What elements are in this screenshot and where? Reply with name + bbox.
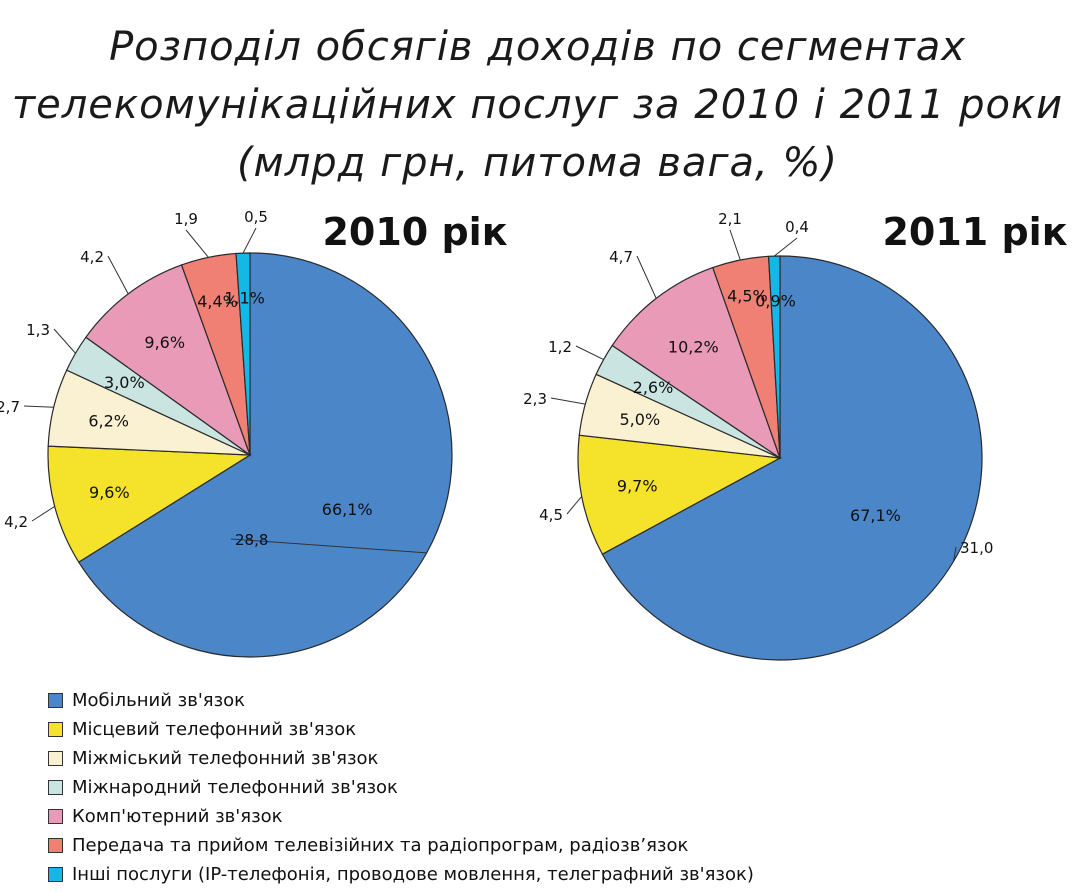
legend-swatch-broadcast (48, 838, 63, 853)
leader-line-international (575, 345, 604, 361)
leader-line-computer (636, 255, 657, 299)
percent-label-computer: 9,6% (144, 333, 185, 352)
value-label-intercity: 2,7 (0, 398, 20, 416)
legend-swatch-intercity (48, 751, 63, 766)
pie-slice-computer (611, 266, 782, 460)
value-label-broadcast: 2,1 (718, 210, 742, 228)
pie-chart-1: 66,1% 9,6% 6,2% 3,0% 9,6% 4,4%1,1% 28,8 4,2 2,7 1… (0, 208, 508, 658)
leader-line-intercity (550, 397, 586, 405)
percent-label-local: 9,7% (617, 477, 658, 496)
legend-swatch-computer (48, 809, 63, 824)
percent-label-other: 1,1% (224, 289, 265, 308)
percent-label-broadcast: 4,4% (197, 292, 238, 311)
legend-swatch-other (48, 867, 63, 882)
leader-line-broadcast (729, 229, 741, 261)
percent-label-local: 9,6% (89, 483, 130, 502)
pie-title-1: 2010 рік (322, 210, 507, 254)
legend: Мобільний зв'язок Місцевий телефонний зв… (48, 686, 754, 889)
value-label-international: 1,2 (548, 338, 572, 356)
percent-label-other: 0,9% (755, 292, 796, 311)
chart-title-line-3: (млрд грн, питома вага, %) (236, 140, 839, 186)
legend-label-local: Місцевий телефонний зв'язок (72, 719, 357, 740)
value-label-broadcast: 1,9 (174, 210, 198, 228)
legend-label-computer: Комп'ютерний зв'язок (72, 806, 283, 827)
leader-line-other (242, 227, 257, 254)
leader-line-mobile (230, 538, 427, 554)
value-label-intercity: 2,3 (523, 390, 547, 408)
legend-label-intercity: Міжміський телефонний зв'язок (72, 748, 379, 769)
value-label-local: 4,2 (4, 513, 28, 531)
legend-swatch-international (48, 780, 63, 795)
value-label-mobile: 28,8 (235, 531, 268, 549)
legend-item-intercity: Міжміський телефонний зв'язок (48, 744, 754, 773)
pie-charts: 66,1% 9,6% 6,2% 3,0% 9,6% 4,4%1,1% 28,8 4,2 2,7 1… (0, 208, 1068, 661)
leader-line-international (53, 328, 76, 354)
chart-title-line-1: Розподіл обсягів доходів по сегментах (109, 24, 966, 70)
chart-title: Розподіл обсягів доходів по сегментах те… (0, 18, 1075, 192)
value-label-other: 0,5 (244, 208, 268, 226)
legend-label-broadcast: Передача та прийом телевізійних та радіо… (72, 835, 689, 856)
legend-label-other: Інші послуги (IP-телефонія, проводове мо… (72, 864, 754, 885)
legend-item-other: Інші послуги (IP-телефонія, проводове мо… (48, 860, 754, 889)
pie-slice-other (767, 255, 781, 459)
value-label-local: 4,5 (539, 506, 563, 524)
percent-label-computer: 10,2% (668, 337, 719, 356)
pie-title-2: 2011 рік (882, 210, 1067, 254)
percent-label-broadcast: 4,5% (727, 287, 768, 306)
pie-slice-local (577, 434, 782, 556)
leader-line-other (773, 237, 798, 257)
pie-slice-local (47, 445, 252, 563)
legend-label-international: Міжнародний телефонний зв'язок (72, 777, 398, 798)
leader-line-local (566, 496, 583, 515)
pie-slice-mobile (601, 255, 983, 661)
leader-line-local (31, 506, 55, 522)
legend-item-mobile: Мобільний зв'язок (48, 686, 754, 715)
value-label-international: 1,3 (26, 321, 50, 339)
legend-item-international: Міжнародний телефонний зв'язок (48, 773, 754, 802)
leader-line-mobile (953, 546, 957, 562)
percent-label-mobile: 66,1% (322, 500, 373, 519)
value-label-computer: 4,2 (80, 248, 104, 266)
legend-swatch-local (48, 722, 63, 737)
pie-chart-2: 67,1% 9,7% 5,0% 2,6% 10,2% 4,5%0,9% 31,0 4,5 2,3… (523, 210, 1068, 661)
value-label-other: 0,4 (785, 218, 809, 236)
percent-label-intercity: 6,2% (88, 412, 129, 431)
legend-item-broadcast: Передача та прийом телевізійних та радіо… (48, 831, 754, 860)
leader-line-intercity (23, 405, 54, 408)
percent-label-international: 3,0% (104, 373, 145, 392)
percent-label-intercity: 5,0% (620, 410, 661, 429)
pie-slice-computer (84, 264, 252, 457)
percent-label-international: 2,6% (633, 378, 674, 397)
legend-swatch-mobile (48, 693, 63, 708)
leader-line-computer (107, 255, 129, 295)
chart-title-line-2: телекомунікаційних послуг за 2010 і 2011… (11, 82, 1064, 128)
percent-label-mobile: 67,1% (850, 506, 901, 525)
legend-item-computer: Комп'ютерний зв'язок (48, 802, 754, 831)
legend-label-mobile: Мобільний зв'язок (72, 690, 246, 711)
value-label-computer: 4,7 (609, 248, 633, 266)
legend-item-local: Місцевий телефонний зв'язок (48, 715, 754, 744)
value-label-mobile: 31,0 (960, 539, 993, 557)
leader-line-broadcast (185, 229, 209, 258)
